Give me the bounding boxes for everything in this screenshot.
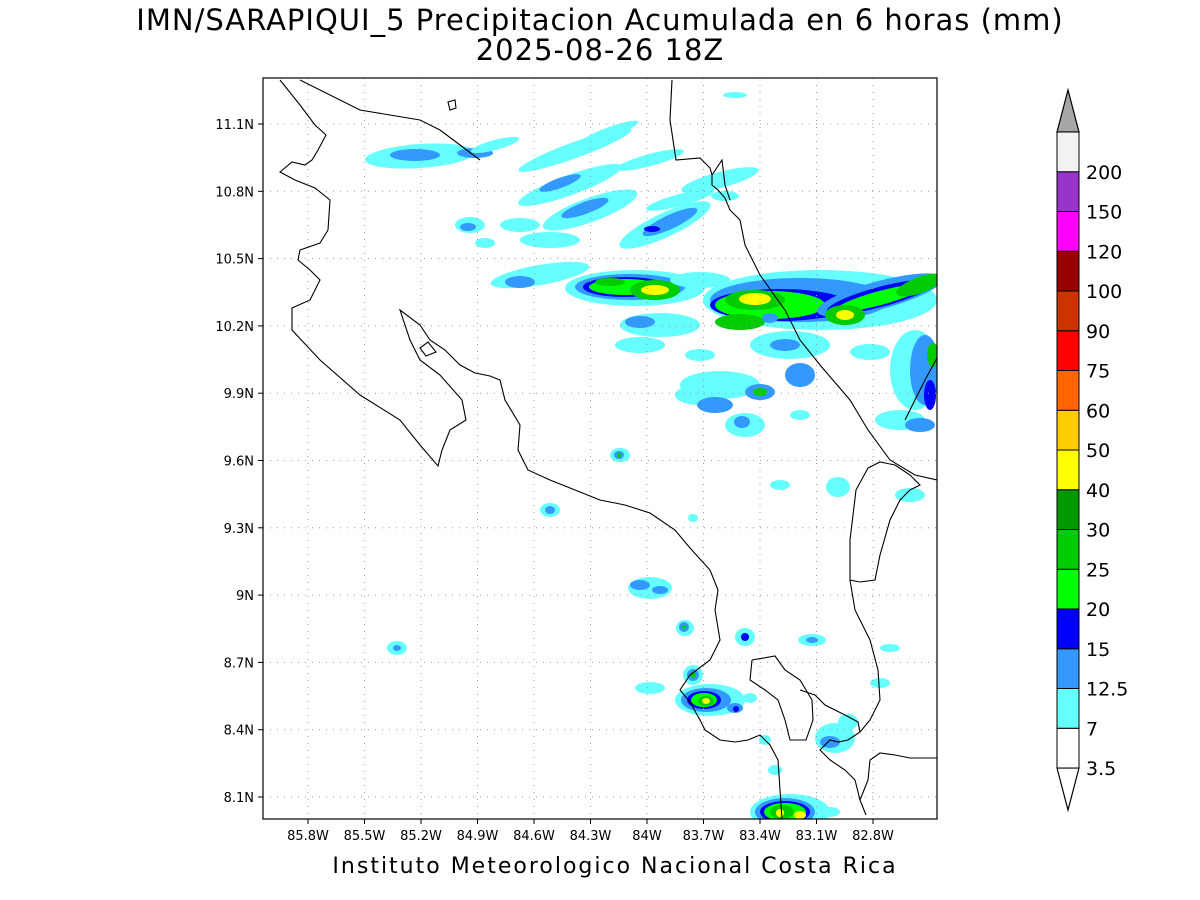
colorbar-swatch <box>1056 330 1080 371</box>
latitude-axis: 11.1N 10.8N 10.5N 10.2N 9.9N 9.6N 9.3N 9N 8.7N 8.… <box>215 118 263 806</box>
colorbar-label: 40 <box>1086 480 1110 502</box>
colorbar-swatch <box>1056 688 1080 729</box>
colorbar-label: 75 <box>1086 361 1110 383</box>
grid-lines <box>263 78 937 819</box>
colorbar-label: 30 <box>1086 520 1110 542</box>
lat-tick-label: 9N <box>236 589 254 604</box>
lat-tick-label: 9.9N <box>224 387 254 402</box>
colorbar-label: 200 <box>1086 162 1122 184</box>
lon-tick-label: 84.9W <box>457 829 499 844</box>
colorbar-label: 20 <box>1086 599 1110 621</box>
map-date: 2025-08-26 18Z <box>475 33 725 67</box>
lon-tick-label: 84.6W <box>513 829 555 844</box>
colorbar-label: 150 <box>1086 202 1122 224</box>
lat-tick-label: 8.1N <box>224 791 254 806</box>
lon-tick-label: 84W <box>632 829 662 844</box>
lon-tick-label: 83.4W <box>739 829 781 844</box>
colorbar-swatch <box>1056 131 1080 173</box>
colorbar-swatch <box>1056 648 1080 689</box>
coastlines <box>279 79 937 819</box>
lat-tick-label: 11.1N <box>215 118 254 133</box>
colorbar-swatch <box>1056 211 1080 252</box>
lon-tick-label: 85.2W <box>400 829 442 844</box>
lat-tick-label: 8.7N <box>224 656 254 671</box>
colorbar-swatch <box>1056 409 1080 451</box>
lat-tick-label: 10.2N <box>215 320 254 335</box>
colorbar-label: 3.5 <box>1086 758 1116 780</box>
colorbar-swatch <box>1056 290 1080 332</box>
colorbar-label: 25 <box>1086 559 1110 581</box>
colorbar: 3.5 7 12.5 15 20 25 30 40 50 60 75 90 100 120 150 200 <box>1056 87 1128 813</box>
colorbar-swatch <box>1056 727 1080 769</box>
lon-tick-label: 83.1W <box>796 829 838 844</box>
lat-tick-label: 10.5N <box>215 253 254 268</box>
colorbar-swatch <box>1056 171 1080 212</box>
lon-tick-label: 83.7W <box>683 829 725 844</box>
lon-tick-label: 84.3W <box>570 829 612 844</box>
colorbar-label: 120 <box>1086 241 1122 263</box>
lon-tick-label: 85.5W <box>344 829 386 844</box>
lon-tick-label: 82.8W <box>852 829 894 844</box>
lat-tick-label: 9.6N <box>224 455 254 470</box>
colorbar-label: 60 <box>1086 400 1110 422</box>
colorbar-label: 90 <box>1086 321 1110 343</box>
colorbar-label: 7 <box>1086 718 1098 740</box>
colorbar-low-arrow <box>1056 767 1080 813</box>
colorbar-high-arrow <box>1056 87 1080 133</box>
colorbar-swatch <box>1056 449 1080 491</box>
colorbar-label: 12.5 <box>1086 679 1128 701</box>
colorbar-swatch <box>1056 608 1080 650</box>
lat-tick-label: 10.8N <box>215 185 254 200</box>
credit-text: Instituto Meteorologico Nacional Costa R… <box>332 854 898 879</box>
colorbar-label: 50 <box>1086 440 1110 462</box>
map-title: IMN/SARAPIQUI_5 Precipitacion Acumulada … <box>136 3 1064 37</box>
longitude-axis: 85.8W 85.5W 85.2W 84.9W 84.6W 84.3W 84W 83.7W 83… <box>287 819 894 844</box>
lat-tick-label: 9.3N <box>224 522 254 537</box>
colorbar-swatch <box>1056 529 1080 570</box>
colorbar-label: 15 <box>1086 639 1110 661</box>
lat-tick-label: 8.4N <box>224 724 254 739</box>
colorbar-swatch <box>1056 489 1080 530</box>
colorbar-swatch <box>1056 250 1080 292</box>
lon-tick-label: 85.8W <box>287 829 329 844</box>
colorbar-label: 100 <box>1086 281 1122 303</box>
colorbar-swatch <box>1056 568 1080 610</box>
map-frame <box>262 77 938 820</box>
colorbar-swatch <box>1056 370 1080 411</box>
